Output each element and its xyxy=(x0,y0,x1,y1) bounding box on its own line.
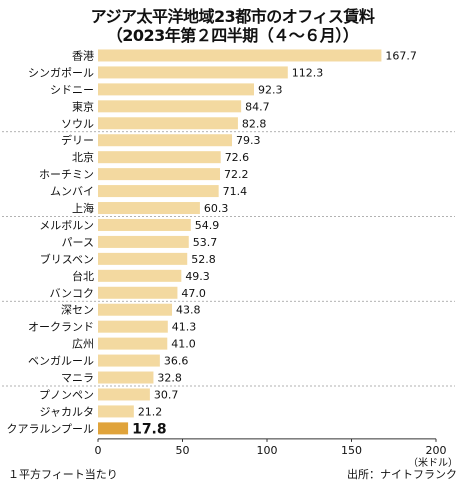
unit-note: １平方フィート当たり xyxy=(8,468,118,481)
category-label: 東京 xyxy=(72,99,94,113)
data-label: 54.9 xyxy=(195,219,220,232)
bar xyxy=(98,354,160,367)
category-label: クアラルンプール xyxy=(7,422,94,435)
category-label: 台北 xyxy=(72,269,94,283)
category-label: オークランド xyxy=(28,321,94,334)
data-label: 167.7 xyxy=(385,49,417,62)
bar xyxy=(98,252,188,265)
bar xyxy=(98,202,200,215)
category-label: 深セン xyxy=(61,304,94,317)
data-label: 71.4 xyxy=(223,185,248,198)
bar xyxy=(98,286,178,299)
x-axis-unit: （米ドル） xyxy=(408,456,458,469)
bar xyxy=(98,185,219,198)
category-label: 上海 xyxy=(72,201,94,215)
data-label: 72.6 xyxy=(225,151,250,164)
data-label: 41.3 xyxy=(172,321,197,334)
bar xyxy=(98,388,150,401)
data-label: 41.0 xyxy=(171,338,196,351)
x-tick-label: 0 xyxy=(95,444,102,457)
data-label: 52.8 xyxy=(191,253,216,266)
bar xyxy=(98,117,238,130)
bar xyxy=(98,371,154,384)
bar xyxy=(98,83,254,96)
chart-title: アジア太平洋地域23都市のオフィス賃料 xyxy=(90,7,375,26)
data-label: 79.3 xyxy=(236,134,261,147)
category-label: ブリスベン xyxy=(40,252,94,266)
x-tick-label: 150 xyxy=(341,444,362,457)
data-label: 60.3 xyxy=(204,202,229,215)
category-label: ムンバイ xyxy=(50,185,94,198)
data-label: 72.2 xyxy=(224,168,249,181)
bar xyxy=(98,218,191,231)
category-label: 北京 xyxy=(72,150,94,164)
data-label: 92.3 xyxy=(258,83,283,96)
bar xyxy=(98,168,221,181)
data-label: 82.8 xyxy=(242,117,267,130)
category-label: 香港 xyxy=(72,49,94,62)
category-label: シンガポール xyxy=(28,66,94,79)
category-label: デリー xyxy=(61,133,94,147)
category-label: ホーチミン xyxy=(39,168,94,181)
bar xyxy=(98,49,382,62)
data-label: 30.7 xyxy=(154,388,179,401)
chart-subtitle: （2023年第２四半期（４～６月）） xyxy=(106,26,359,45)
bar xyxy=(98,303,173,316)
category-label: メルボルン xyxy=(39,219,94,232)
data-label: 53.7 xyxy=(193,236,218,249)
category-label: ベンガルール xyxy=(28,355,94,368)
category-label: ジャカルタ xyxy=(40,405,94,418)
category-label: マニラ xyxy=(61,372,94,385)
bar xyxy=(98,405,134,418)
bar xyxy=(98,66,288,79)
x-tick-label: 200 xyxy=(426,444,447,457)
data-label: 43.8 xyxy=(176,304,201,317)
data-label: 36.6 xyxy=(164,355,189,368)
data-label: 47.0 xyxy=(181,287,206,300)
bar xyxy=(98,134,233,147)
data-label: 112.3 xyxy=(292,66,324,79)
category-label: ソウル xyxy=(61,117,94,130)
bar xyxy=(98,100,242,113)
data-label: 84.7 xyxy=(245,100,270,113)
category-label: シドニー xyxy=(50,83,94,96)
bar xyxy=(98,422,129,435)
data-label: 49.3 xyxy=(185,270,210,283)
bar xyxy=(98,320,168,333)
bar xyxy=(98,235,189,248)
data-label: 17.8 xyxy=(132,421,167,437)
data-label: 21.2 xyxy=(138,405,163,418)
bar xyxy=(98,269,182,282)
category-label: パース xyxy=(62,236,94,249)
bar xyxy=(98,337,168,350)
category-label: プノンペン xyxy=(39,388,94,401)
bar xyxy=(98,151,221,164)
data-label: 32.8 xyxy=(157,372,182,385)
category-label: 広州 xyxy=(72,338,94,351)
x-tick-label: 100 xyxy=(257,444,278,457)
category-label: バンコク xyxy=(49,287,94,300)
x-tick-label: 50 xyxy=(176,444,190,457)
source-note: 出所：ナイトフランク xyxy=(347,468,457,481)
